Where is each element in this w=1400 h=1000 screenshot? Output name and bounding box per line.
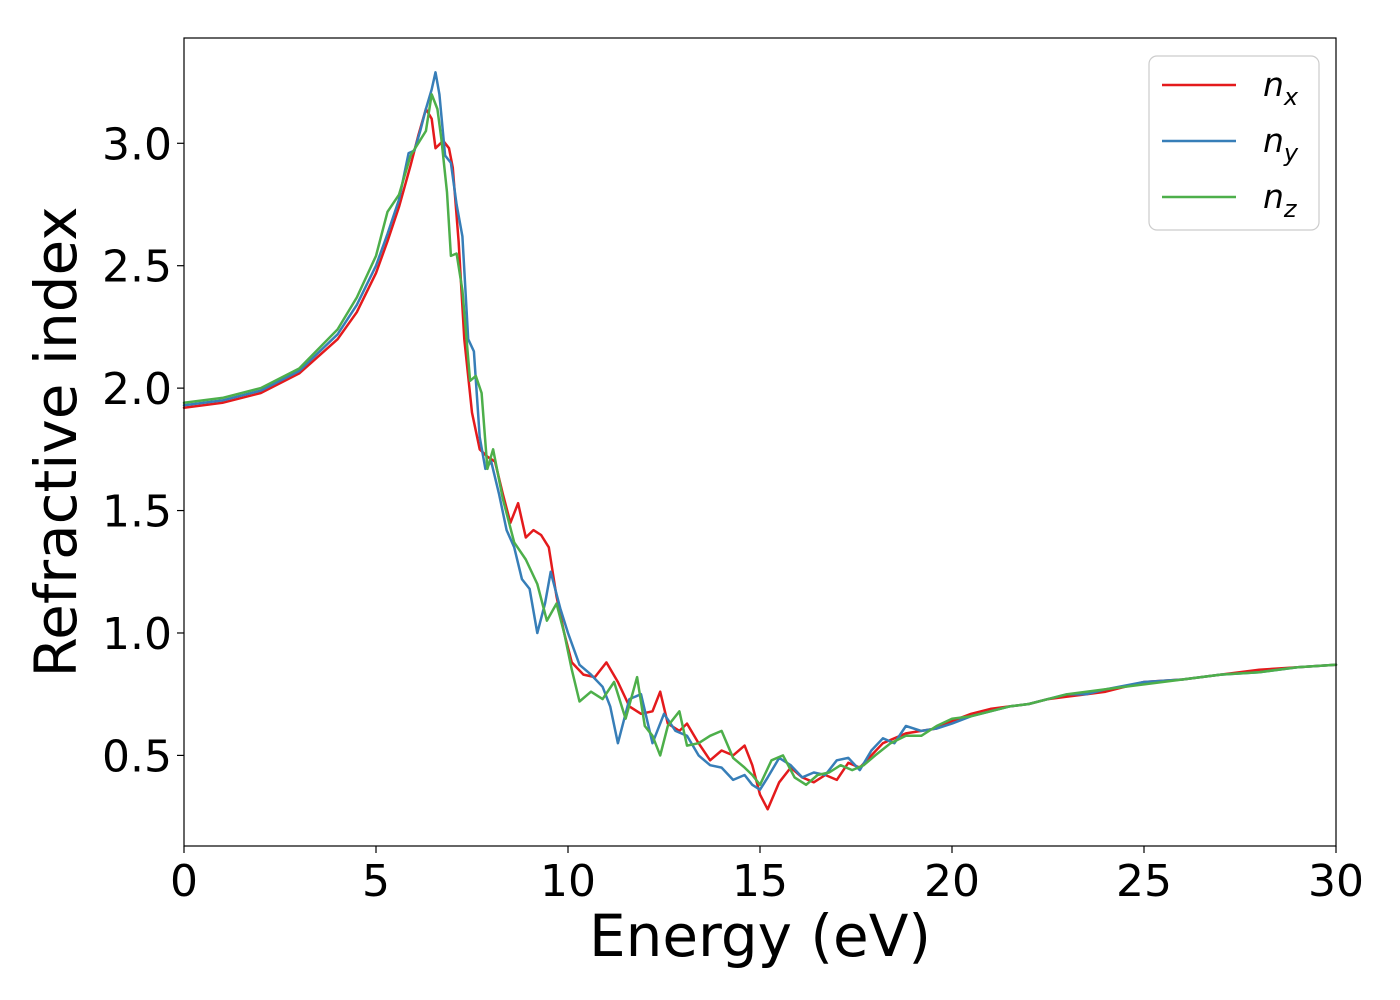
x-tick-label: 0	[170, 856, 198, 907]
legend-label-nz: nz	[1263, 177, 1298, 223]
x-tick-label: 25	[1116, 856, 1172, 907]
y-tick-label: 1.5	[102, 487, 172, 538]
series-line-nz	[182, 93, 1338, 787]
y-axis-ticks: 0.5 1.0 1.5 2.0 2.5 3.0	[102, 119, 184, 782]
legend-items: nx ny nz	[1162, 65, 1299, 223]
y-tick-label: 2.5	[102, 242, 172, 293]
x-tick-label: 30	[1308, 856, 1364, 907]
legend-label-nx: nx	[1263, 65, 1299, 111]
legend-box	[1148, 55, 1320, 231]
x-tick-label: 20	[924, 856, 980, 907]
x-axis-ticks: 0 5 10 15 20 25 30	[170, 846, 1364, 907]
x-axis-label: Energy (eV)	[589, 902, 931, 970]
x-tick-label: 5	[362, 856, 390, 907]
y-axis-label: Refractive index	[22, 206, 90, 677]
y-tick-label: 1.0	[102, 609, 172, 660]
legend-label-ny: ny	[1263, 121, 1299, 167]
x-tick-label: 15	[732, 856, 788, 907]
series-layer	[182, 71, 1338, 811]
y-tick-label: 3.0	[102, 119, 172, 170]
legend: nx ny nz	[1148, 55, 1320, 231]
y-tick-label: 2.0	[102, 364, 172, 415]
y-tick-label: 0.5	[102, 731, 172, 782]
x-tick-label: 10	[540, 856, 596, 907]
